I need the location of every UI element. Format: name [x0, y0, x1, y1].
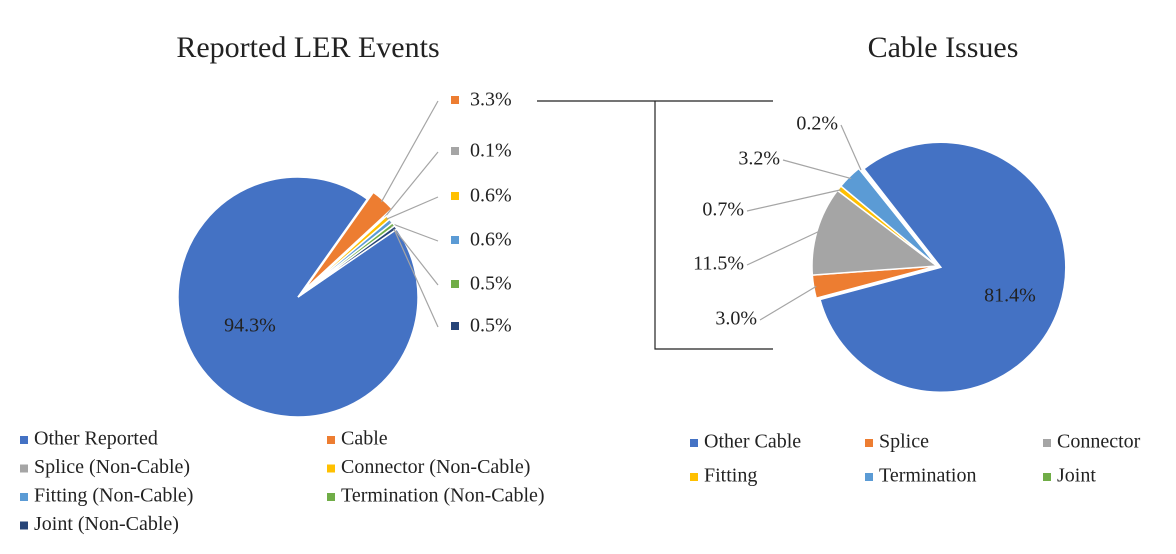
legend-label: Termination: [879, 465, 976, 487]
leader-line: [782, 159, 852, 180]
legend-label: Fitting (Non-Cable): [34, 485, 193, 507]
data-label: 0.5%: [470, 315, 512, 337]
data-label: 11.5%: [693, 253, 744, 275]
data-label: 0.7%: [702, 199, 744, 221]
legend-swatch: [327, 464, 335, 473]
data-label: 0.6%: [470, 229, 512, 251]
data-label: 3.0%: [715, 308, 757, 330]
leader-line: [391, 225, 439, 286]
data-label: 0.2%: [796, 113, 838, 135]
label-swatch: [451, 236, 459, 244]
legend-label: Other Reported: [34, 428, 158, 450]
data-label: 3.3%: [470, 89, 512, 111]
legend-label: Cable: [341, 428, 388, 450]
legend-swatch: [865, 473, 873, 481]
data-label: 0.5%: [470, 273, 512, 295]
leader-line: [746, 189, 842, 212]
legend-swatch: [690, 473, 698, 481]
legend-label: Connector: [1057, 431, 1141, 453]
leader-line: [840, 124, 862, 171]
leader-line: [746, 230, 820, 266]
data-label: 3.2%: [738, 148, 780, 170]
legend-swatch: [327, 436, 335, 444]
label-swatch: [451, 192, 459, 200]
legend-label: Joint: [1057, 465, 1096, 487]
label-swatch: [451, 147, 459, 155]
legend-swatch: [1043, 473, 1051, 481]
chart-title: Reported LER Events: [176, 31, 439, 64]
legend-label: Other Cable: [704, 431, 801, 453]
legend-swatch: [20, 493, 28, 501]
legend-label: Fitting: [704, 465, 757, 487]
legend-swatch: [20, 521, 28, 530]
label-swatch: [451, 280, 459, 288]
label-swatch: [451, 96, 459, 104]
label-swatch: [451, 322, 459, 330]
chart-title: Cable Issues: [868, 31, 1019, 64]
legend-label: Joint (Non-Cable): [34, 513, 179, 535]
pie-slice: [297, 224, 398, 298]
legend-swatch: [1043, 439, 1051, 447]
data-label: 0.6%: [470, 185, 512, 207]
data-label: 81.4%: [984, 285, 1036, 307]
data-label: 0.1%: [470, 140, 512, 162]
legend-label: Splice (Non-Cable): [34, 456, 190, 478]
legend-swatch: [327, 493, 335, 501]
legend-swatch: [20, 436, 28, 444]
pie-slice: [819, 141, 1067, 393]
connector-line: [654, 101, 773, 350]
legend-label: Splice: [879, 431, 929, 453]
leader-line: [759, 285, 817, 321]
leader-line: [388, 222, 439, 242]
legend-swatch: [690, 439, 698, 447]
legend-label: Connector (Non-Cable): [341, 456, 530, 478]
legend-swatch: [20, 464, 28, 473]
leader-line: [393, 228, 439, 328]
pie-slice: [811, 189, 940, 276]
leader-line: [384, 151, 439, 218]
leader-line: [380, 100, 439, 203]
legend-swatch: [865, 439, 873, 447]
legend-label: Termination (Non-Cable): [341, 485, 545, 507]
leader-line: [386, 196, 439, 220]
data-label: 94.3%: [224, 315, 276, 337]
